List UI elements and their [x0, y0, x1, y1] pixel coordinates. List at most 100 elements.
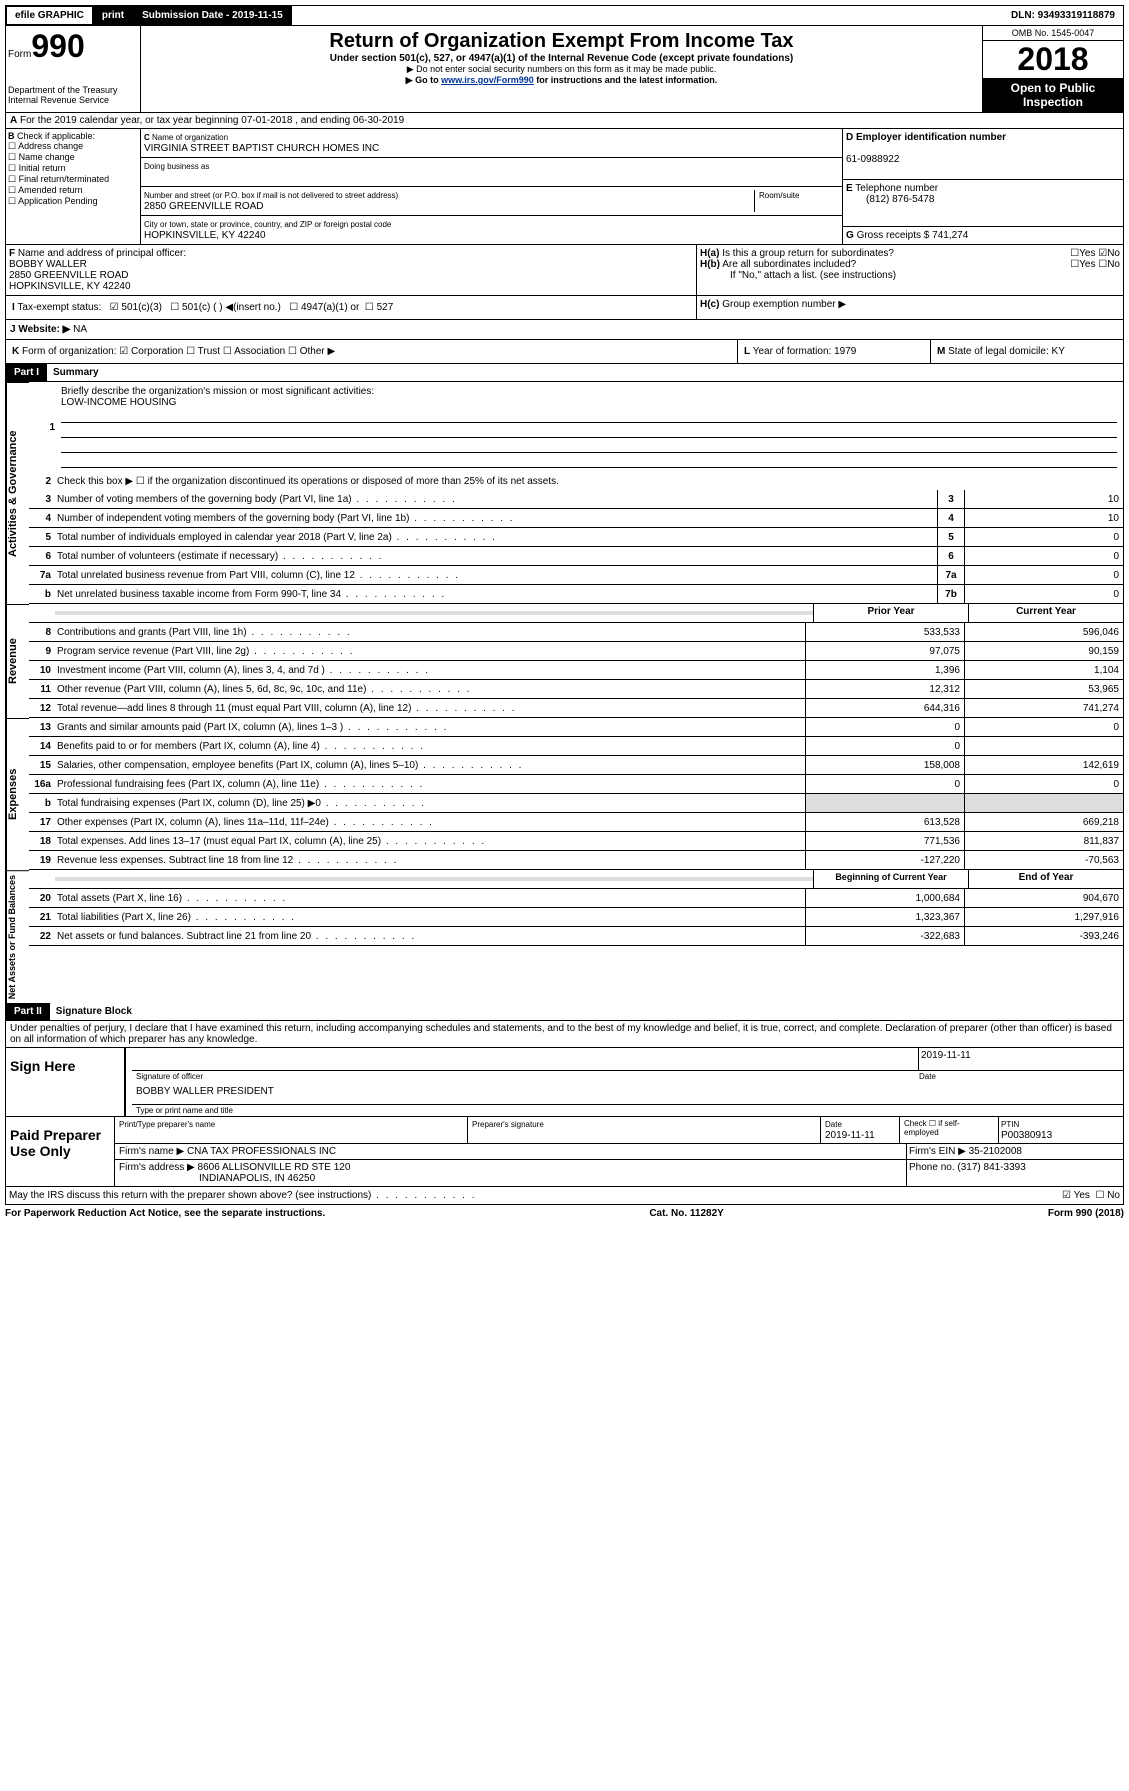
summary-line: 18Total expenses. Add lines 13–17 (must …: [29, 832, 1123, 851]
mission-label: Briefly describe the organization's miss…: [61, 386, 374, 397]
row-k-l-m: K Form of organization: ☑ Corporation ☐ …: [5, 340, 1124, 364]
hc-label: Group exemption number ▶: [722, 299, 846, 310]
col-current-year: Current Year: [968, 604, 1123, 622]
summary-line: 17Other expenses (Part IX, column (A), l…: [29, 813, 1123, 832]
form-ref: Form 990 (2018): [1048, 1208, 1124, 1219]
print-button[interactable]: print: [93, 6, 133, 25]
netassets-section: Net Assets or Fund Balances Beginning of…: [5, 870, 1124, 1003]
opt-corp: Corporation: [131, 346, 183, 357]
open-public: Open to Public Inspection: [983, 78, 1123, 112]
room-label: Room/suite: [759, 191, 799, 200]
part2-label: Part II: [6, 1003, 50, 1020]
dept-treasury: Department of the Treasury Internal Reve…: [8, 85, 138, 105]
officer-city: HOPKINSVILLE, KY 42240: [9, 281, 131, 292]
summary-line: 12Total revenue—add lines 8 through 11 (…: [29, 699, 1123, 718]
opt-final-return: Final return/terminated: [19, 174, 110, 184]
form-number: 990: [31, 28, 84, 64]
submission-date: Submission Date - 2019-11-15: [133, 6, 292, 25]
firm-addr-label: Firm's address ▶: [119, 1162, 195, 1173]
org-city: HOPKINSVILLE, KY 42240: [144, 230, 266, 241]
ein-label: Employer identification number: [856, 132, 1006, 143]
penalty-text: Under penalties of perjury, I declare th…: [6, 1021, 1123, 1048]
summary-line: 6Total number of volunteers (estimate if…: [29, 547, 1123, 566]
org-address: 2850 GREENVILLE ROAD: [144, 201, 264, 212]
dba-label: Doing business as: [144, 162, 209, 171]
state-value: KY: [1052, 346, 1065, 357]
vtab-revenue: Revenue: [6, 604, 29, 718]
paid-label: Paid Preparer Use Only: [6, 1117, 115, 1186]
ein-value: 61-0988922: [846, 154, 899, 165]
prep-date-label: Date: [825, 1120, 842, 1129]
irs-link[interactable]: www.irs.gov/Form990: [441, 75, 534, 85]
summary-line: 19Revenue less expenses. Subtract line 1…: [29, 851, 1123, 870]
cat-no: Cat. No. 11282Y: [649, 1208, 723, 1219]
prep-sig-label: Preparer's signature: [472, 1120, 544, 1129]
vtab-netassets: Net Assets or Fund Balances: [6, 870, 29, 1003]
tax-year-range: For the 2019 calendar year, or tax year …: [20, 115, 404, 126]
paid-preparer-block: Paid Preparer Use Only Print/Type prepar…: [5, 1117, 1124, 1187]
firm-name: CNA TAX PROFESSIONALS INC: [187, 1146, 336, 1157]
col-beginning: Beginning of Current Year: [813, 870, 968, 888]
footer: For Paperwork Reduction Act Notice, see …: [5, 1205, 1124, 1222]
goto-post: for instructions and the latest informat…: [534, 75, 718, 85]
firm-phone-label: Phone no.: [909, 1162, 955, 1173]
summary-line: 20Total assets (Part X, line 16)1,000,68…: [29, 889, 1123, 908]
summary-line: 16aProfessional fundraising fees (Part I…: [29, 775, 1123, 794]
pra-notice: For Paperwork Reduction Act Notice, see …: [5, 1208, 325, 1219]
summary-line: 13Grants and similar amounts paid (Part …: [29, 718, 1123, 737]
officer-label: Name and address of principal officer:: [18, 248, 186, 259]
summary-line: 14Benefits paid to or for members (Part …: [29, 737, 1123, 756]
summary-line: 15Salaries, other compensation, employee…: [29, 756, 1123, 775]
sig-date: 2019-11-11: [918, 1048, 1123, 1070]
form-header: Form990 Department of the Treasury Inter…: [5, 26, 1124, 113]
firm-ein: 35-2102008: [969, 1146, 1022, 1157]
tax-year: 2018: [983, 41, 1123, 78]
name-label: Name of organization: [152, 133, 228, 142]
summary-line: 9Program service revenue (Part VIII, lin…: [29, 642, 1123, 661]
omb-number: OMB No. 1545-0047: [983, 26, 1123, 41]
check-applicable-label: Check if applicable:: [17, 131, 95, 141]
sig-officer-label: Signature of officer: [132, 1071, 915, 1082]
opt-assoc: Association: [234, 346, 285, 357]
part1-header: Part I Summary: [5, 364, 1124, 382]
opt-address-change: Address change: [18, 141, 83, 151]
opt-amended: Amended return: [18, 185, 83, 195]
subtitle-1: Under section 501(c), 527, or 4947(a)(1)…: [145, 53, 978, 64]
opt-name-change: Name change: [19, 152, 75, 162]
firm-phone: (317) 841-3393: [957, 1162, 1025, 1173]
discuss-row: May the IRS discuss this return with the…: [5, 1187, 1124, 1205]
org-name: VIRGINIA STREET BAPTIST CHURCH HOMES INC: [144, 143, 379, 154]
tax-exempt-label: Tax-exempt status:: [17, 302, 101, 313]
header-info-grid: B Check if applicable: ☐ Address change …: [5, 129, 1124, 245]
addr-label: Number and street (or P.O. box if mail i…: [144, 191, 398, 200]
dln: DLN: 93493319118879: [1003, 7, 1123, 24]
form-org-label: Form of organization:: [22, 346, 117, 357]
opt-initial-return: Initial return: [19, 163, 66, 173]
type-name-label: Type or print name and title: [132, 1105, 1123, 1116]
hb-note: If "No," attach a list. (see instruction…: [700, 270, 1120, 281]
row-tax-exempt: I Tax-exempt status: ☑ 501(c)(3) ☐ 501(c…: [5, 296, 1124, 320]
summary-line: 4Number of independent voting members of…: [29, 509, 1123, 528]
gross-value: 741,274: [932, 230, 968, 241]
self-employed-check: Check ☐ if self-employed: [900, 1117, 999, 1143]
ptin-label: PTIN: [1001, 1120, 1019, 1129]
summary-line: 21Total liabilities (Part X, line 26)1,3…: [29, 908, 1123, 927]
gross-label: Gross receipts $: [857, 230, 930, 241]
top-bar: efile GRAPHIC print Submission Date - 20…: [5, 5, 1124, 26]
governance-section: Activities & Governance 1 Briefly descri…: [5, 382, 1124, 604]
opt-other: Other ▶: [300, 346, 335, 357]
city-label: City or town, state or province, country…: [144, 220, 391, 229]
hb-label: Are all subordinates included?: [722, 259, 856, 270]
opt-501c3: 501(c)(3): [121, 302, 162, 313]
part2-header: Part II Signature Block: [5, 1003, 1124, 1021]
subtitle-2: ▶ Do not enter social security numbers o…: [145, 64, 978, 75]
website-value: NA: [73, 324, 87, 335]
summary-line: 7aTotal unrelated business revenue from …: [29, 566, 1123, 585]
officer-addr: 2850 GREENVILLE ROAD: [9, 270, 129, 281]
sig-date-label: Date: [915, 1071, 1123, 1082]
firm-city: INDIANAPOLIS, IN 46250: [119, 1173, 315, 1184]
summary-line: bNet unrelated business taxable income f…: [29, 585, 1123, 604]
row-f-h: F Name and address of principal officer:…: [5, 245, 1124, 296]
prep-name-label: Print/Type preparer's name: [119, 1120, 215, 1129]
efile-label: efile GRAPHIC: [6, 6, 93, 25]
